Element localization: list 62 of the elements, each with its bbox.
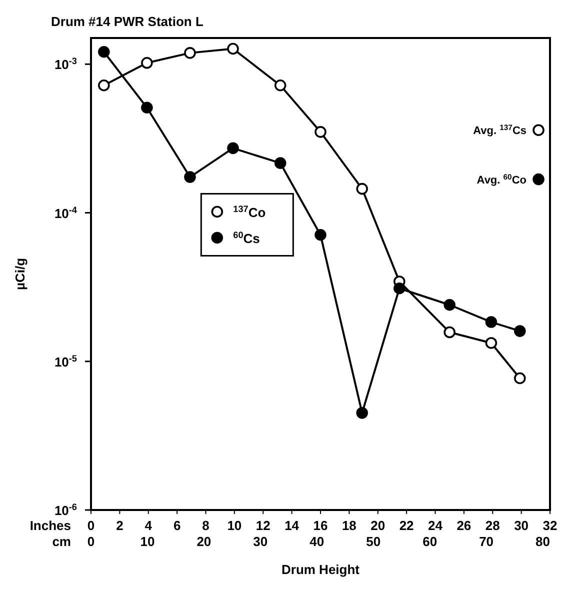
x-tick-label: 4	[144, 518, 153, 533]
x-tick-label: 10	[227, 518, 242, 533]
y-axis-title: µCi/g	[12, 258, 28, 290]
x2-tick-label: 20	[196, 534, 212, 549]
point	[485, 337, 498, 349]
point	[356, 182, 368, 195]
point	[98, 46, 110, 58]
point	[274, 79, 286, 92]
point	[314, 228, 326, 241]
text: Inches	[30, 518, 71, 533]
point	[141, 56, 153, 69]
x-axis-title: Drum Height	[282, 562, 360, 577]
x-tick-label: 22	[399, 518, 414, 533]
x-tick-label: 28	[485, 518, 500, 533]
y-tick-label: 10$^{-6}$	[54, 502, 77, 518]
x2-tick-label: 80	[536, 534, 550, 549]
x2-tick-label: 0	[87, 534, 95, 549]
x-tick-label: 6	[173, 518, 181, 533]
point	[514, 372, 526, 384]
point	[227, 142, 239, 154]
point	[444, 298, 456, 311]
point	[514, 325, 526, 337]
x2-tick-label: 60	[422, 534, 438, 549]
text: cm	[52, 534, 71, 549]
x2-tick-label: 50	[366, 534, 381, 549]
point	[356, 407, 368, 419]
x2-tick-label: 10	[140, 534, 155, 549]
x-tick-label: 14	[284, 518, 300, 533]
x2-tick-label: 70	[479, 534, 494, 549]
x-tick-label: 26	[456, 518, 472, 533]
point	[532, 173, 544, 186]
x-tick-label: 2	[116, 518, 124, 533]
series-label: Avg. $^{60}$Co	[476, 172, 527, 186]
point	[532, 124, 544, 136]
x-tick-label: 0	[87, 518, 95, 533]
x-tick-label: 8	[202, 518, 210, 533]
x-tick-label: 12	[256, 518, 270, 533]
x-tick-label: 24	[428, 518, 444, 533]
x-tick-label: 16	[313, 518, 328, 533]
series-label: Avg. $^{137}$Cs	[473, 122, 527, 138]
point	[184, 171, 196, 183]
x-tick-label: 30	[514, 518, 529, 533]
y-tick-label: 10$^{-5}$	[54, 353, 77, 370]
point	[485, 316, 498, 328]
legend-label: $^{137}$Co	[233, 204, 266, 220]
point	[184, 47, 196, 59]
y-tick-label: 10$^{-3}$	[54, 56, 77, 72]
x-tick-label: 32	[542, 518, 558, 533]
y-tick-label: 10$^{-4}$	[54, 204, 78, 221]
point	[98, 79, 110, 92]
point	[314, 126, 326, 138]
point	[393, 282, 406, 294]
x-tick-label: 20	[370, 518, 386, 533]
x2-tick-label: 40	[310, 534, 324, 549]
point	[444, 326, 456, 338]
x2-tick-label: 30	[253, 534, 268, 549]
chart-title: Drum #14 PWR Station L	[51, 14, 204, 29]
point	[141, 102, 153, 114]
point	[274, 157, 286, 169]
x-tick-label: 18	[342, 518, 356, 533]
legend-label: $^{60}$Cs	[233, 230, 260, 246]
point	[227, 42, 239, 55]
